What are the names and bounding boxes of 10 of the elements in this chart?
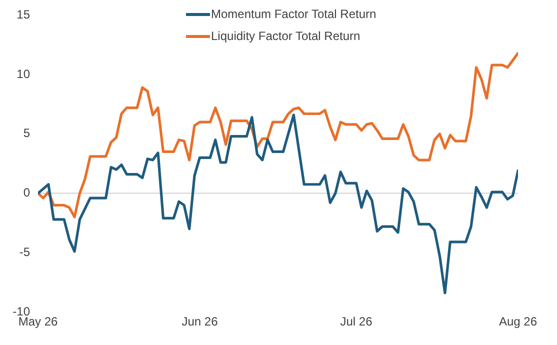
x-tick-label: Jul 26 <box>340 314 373 329</box>
legend-label: Liquidity Factor Total Return <box>211 28 360 44</box>
y-tick-label: 5 <box>23 126 30 140</box>
y-tick-label: 15 <box>16 8 30 22</box>
x-tick-label: Aug 26 <box>498 314 538 329</box>
legend-label: Momentum Factor Total Return <box>211 6 376 22</box>
x-tick-label: Jun 26 <box>182 314 218 329</box>
y-tick-label: -5 <box>19 244 30 259</box>
y-tick-label: 10 <box>16 66 30 81</box>
y-tick-label: 0 <box>23 186 30 200</box>
